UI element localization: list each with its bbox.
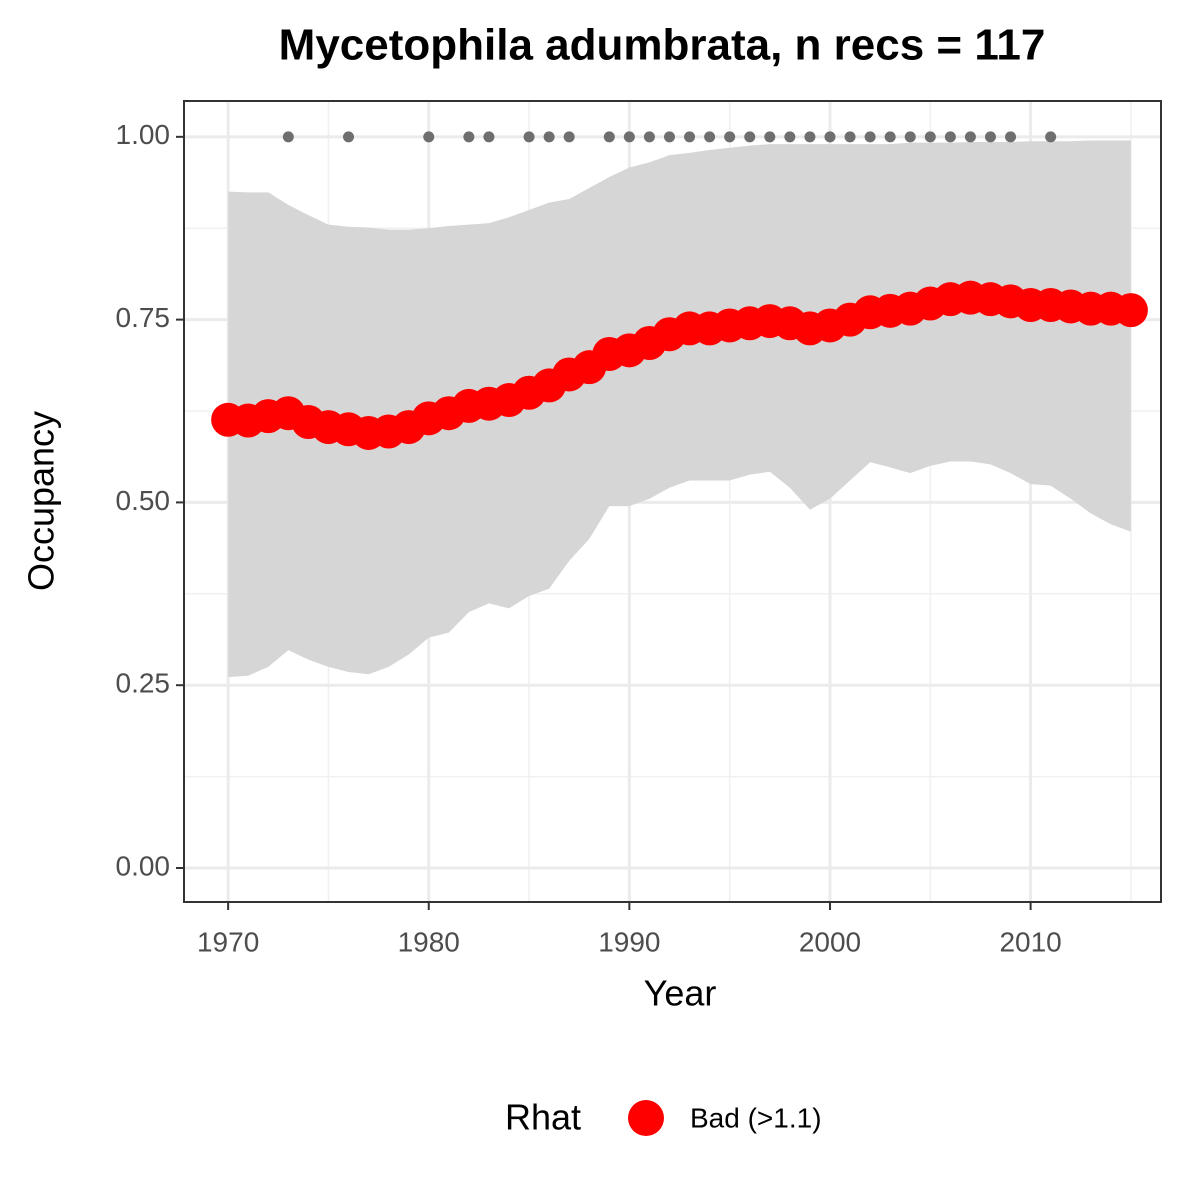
x-tick-label: 2010: [999, 926, 1061, 957]
record-point: [924, 131, 936, 143]
data-point: [1113, 293, 1148, 328]
y-tick-label: 0.25: [116, 668, 171, 699]
record-point: [744, 131, 756, 143]
record-point: [343, 131, 355, 143]
record-point: [704, 131, 716, 143]
y-axis-title: Occupancy: [21, 411, 62, 591]
record-point: [1005, 131, 1017, 143]
x-tick-label: 1990: [598, 926, 660, 957]
legend-label: Bad (>1.1): [690, 1102, 822, 1133]
record-point: [884, 131, 896, 143]
y-tick-label: 0.00: [116, 850, 171, 881]
record-point: [483, 131, 495, 143]
record-point: [282, 131, 294, 143]
y-tick-label: 0.50: [116, 485, 171, 516]
record-point: [1045, 131, 1057, 143]
record-point: [523, 131, 535, 143]
x-tick-label: 2000: [799, 926, 861, 957]
record-point: [724, 131, 736, 143]
record-point: [543, 131, 555, 143]
record-point: [844, 131, 856, 143]
record-point: [603, 131, 615, 143]
y-tick-label: 0.75: [116, 302, 171, 333]
legend-title: Rhat: [505, 1097, 581, 1138]
record-point: [563, 131, 575, 143]
record-point: [904, 131, 916, 143]
chart-title: Mycetophila adumbrata, n recs = 117: [279, 21, 1046, 70]
x-tick-label: 1970: [197, 926, 259, 957]
record-point: [684, 131, 696, 143]
record-point: [784, 131, 796, 143]
record-point: [463, 131, 475, 143]
record-point: [944, 131, 956, 143]
record-point: [663, 131, 675, 143]
x-tick-label: 1980: [398, 926, 460, 957]
record-point: [984, 131, 996, 143]
record-point: [824, 131, 836, 143]
confidence-band: [228, 140, 1131, 678]
record-point: [864, 131, 876, 143]
record-point: [623, 131, 635, 143]
record-point: [804, 131, 816, 143]
record-point: [964, 131, 976, 143]
record-point: [643, 131, 655, 143]
x-axis-title: Year: [644, 973, 717, 1014]
legend-key: [628, 1100, 664, 1136]
record-point: [423, 131, 435, 143]
y-tick-label: 1.00: [116, 119, 171, 150]
record-point: [764, 131, 776, 143]
